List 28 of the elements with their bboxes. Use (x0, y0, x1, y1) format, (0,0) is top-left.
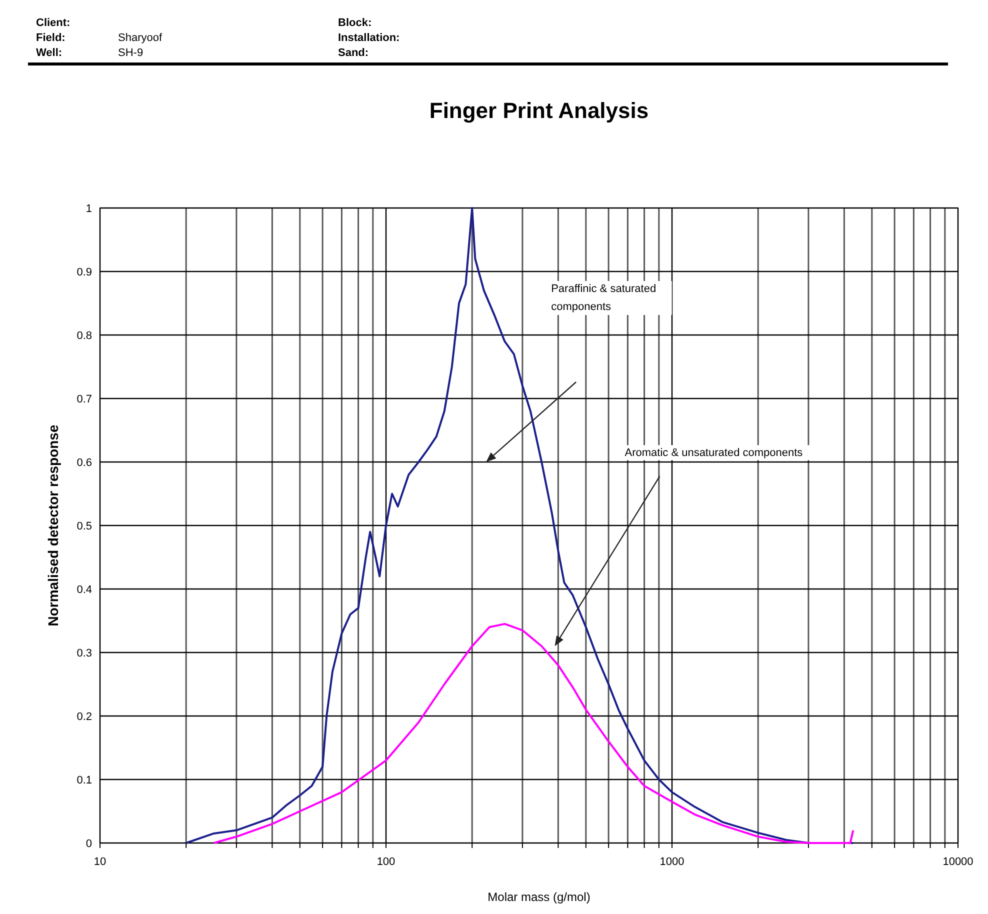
text: Installation: (338, 32, 400, 44)
y-tick-label: 0.3 (76, 648, 92, 660)
x-axis-title: Molar mass (g/mol) (488, 890, 590, 904)
y-tick-label: 0.8 (76, 330, 92, 342)
x-tick-label: 100 (376, 856, 396, 868)
y-tick-label: 1 (86, 203, 92, 215)
text: Sharyoof (118, 32, 163, 44)
text: Client: (36, 17, 70, 29)
y-tick-label: 0.5 (76, 520, 92, 532)
x-tick-label: 10000 (942, 856, 974, 868)
y-tick-label: 0.1 (76, 774, 92, 786)
text: SH-9 (118, 47, 144, 59)
x-tick-label: 10 (94, 856, 106, 868)
y-tick-label: 0 (86, 838, 92, 850)
chart-title: Finger Print Analysis (429, 98, 649, 123)
text: Sand: (338, 47, 369, 59)
y-tick-label: 0.7 (76, 394, 92, 406)
y-tick-label: 0.2 (76, 711, 92, 723)
text: Field: (36, 32, 66, 44)
text: Block: (338, 17, 372, 29)
y-tick-label: 0.9 (76, 266, 92, 278)
y-axis-title: Normalised detector response (45, 424, 61, 626)
annotation: Paraffinic & saturated components (551, 283, 656, 313)
annotation: Aromatic & unsaturated components (624, 447, 804, 460)
x-tick-label: 1000 (660, 856, 684, 868)
text: Well: (36, 47, 62, 59)
y-tick-label: 0.4 (76, 584, 92, 596)
y-tick-label: 0.6 (76, 457, 92, 469)
